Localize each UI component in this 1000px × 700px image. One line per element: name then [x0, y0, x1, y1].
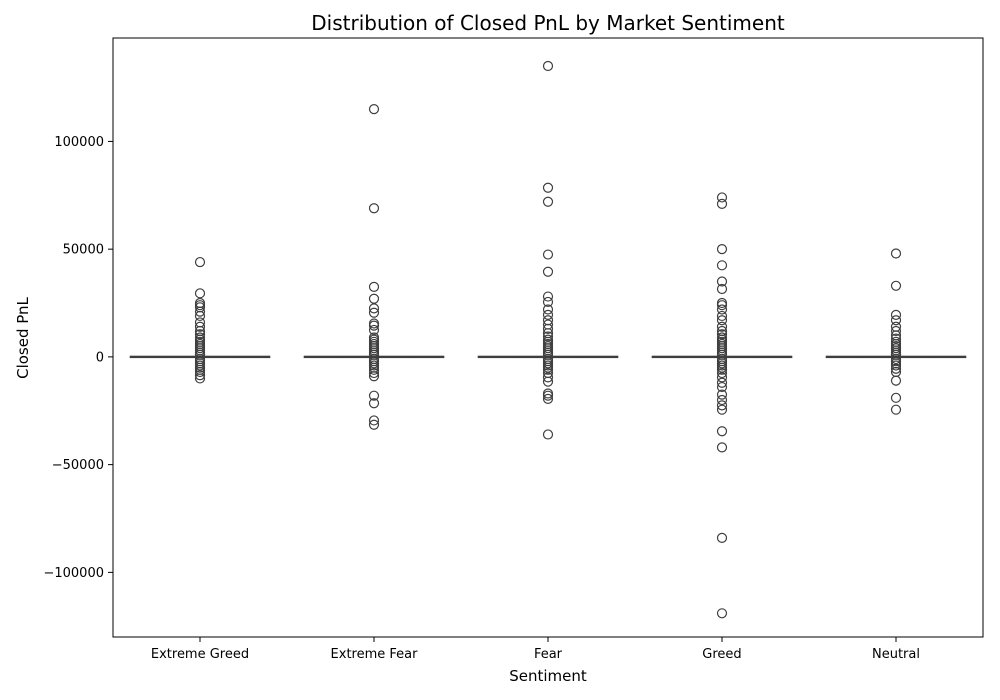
y-tick-label: 0 — [96, 350, 104, 365]
outlier-point — [194, 373, 206, 384]
outlier-point — [368, 367, 380, 379]
axes-frame — [112, 37, 984, 638]
outlier-point — [716, 304, 728, 315]
outlier-point — [368, 390, 380, 401]
outlier-point — [716, 404, 728, 415]
outlier-point — [368, 324, 380, 336]
y-tick-label: −100000 — [43, 566, 104, 581]
outlier-point — [890, 315, 902, 326]
outlier-point — [368, 415, 380, 426]
outlier-point — [194, 329, 206, 340]
outlier-point — [716, 372, 728, 383]
outlier-point — [716, 389, 728, 400]
outlier-point — [716, 329, 728, 340]
outlier-point — [716, 260, 728, 271]
outlier-point — [716, 442, 728, 453]
outlier-point — [716, 608, 728, 619]
outlier-point — [890, 333, 902, 344]
outlier-point — [194, 256, 206, 268]
outlier-point — [542, 323, 554, 334]
outlier-point — [716, 244, 728, 255]
outlier-point — [890, 325, 902, 337]
x-tick-label: Extreme Fear — [331, 647, 419, 662]
outlier-point — [194, 321, 206, 332]
outlier-point — [542, 388, 554, 399]
outlier-point — [716, 192, 728, 203]
outlier-point — [194, 288, 206, 299]
outlier-point — [890, 280, 902, 291]
outlier-point — [716, 276, 728, 287]
outlier-point — [542, 364, 554, 375]
outlier-point — [890, 360, 902, 371]
outlier-point — [716, 426, 728, 437]
outlier-point — [716, 532, 728, 543]
outlier-point — [368, 203, 380, 214]
outlier-point — [194, 366, 206, 378]
outlier-point — [716, 300, 728, 311]
x-tick-label: Extreme Greed — [151, 647, 249, 662]
outlier-point — [890, 392, 902, 403]
y-tick-label: 100000 — [54, 135, 104, 150]
outlier-point — [890, 248, 902, 259]
outlier-point — [368, 293, 380, 304]
outlier-point — [368, 364, 380, 375]
outlier-point — [890, 309, 902, 320]
x-tick-label: Neutral — [872, 647, 920, 662]
outlier-point — [368, 398, 380, 409]
plot-area: 100000 50000 0 −50000 −100000 Extreme Greed Ex… — [43, 60, 967, 662]
outlier-point — [716, 321, 728, 332]
outlier-point — [716, 310, 728, 322]
outlier-point — [890, 375, 902, 386]
outlier-point — [368, 104, 380, 115]
outlier-point — [194, 306, 206, 317]
outlier-point — [716, 377, 728, 388]
outlier-point — [542, 296, 554, 308]
outlier-point — [716, 381, 728, 393]
outlier-point — [542, 182, 554, 193]
x-tick-label: Fear — [534, 647, 563, 662]
outlier-point — [542, 393, 554, 405]
outlier-point — [542, 304, 554, 315]
outlier-point — [368, 303, 380, 314]
outlier-point — [716, 400, 728, 411]
outlier-point — [368, 419, 380, 430]
outlier-point — [542, 376, 554, 387]
outlier-point — [890, 363, 902, 374]
outlier-point — [542, 390, 554, 401]
x-axis-label: Sentiment — [509, 667, 587, 685]
x-tick-label: Greed — [702, 647, 741, 662]
outlier-point — [542, 429, 554, 440]
outlier-point — [890, 404, 902, 415]
chart-title: Distribution of Closed PnL by Market Sen… — [311, 11, 785, 35]
outlier-point — [194, 370, 206, 381]
outlier-point — [716, 394, 728, 406]
outlier-point — [542, 60, 554, 72]
outlier-point — [542, 372, 554, 383]
outlier-point — [716, 367, 728, 379]
y-axis-label: Closed PnL — [14, 296, 32, 378]
outlier-point — [542, 309, 554, 320]
outlier-point — [542, 331, 554, 342]
y-tick-label: 50000 — [63, 243, 104, 258]
outlier-point — [368, 371, 380, 382]
outlier-point — [194, 310, 206, 322]
outlier-point — [368, 320, 380, 331]
y-tick-label: −50000 — [52, 458, 104, 473]
outlier-point — [716, 283, 728, 295]
outlier-point — [368, 307, 380, 318]
outlier-point — [542, 196, 554, 207]
outlier-point — [542, 291, 554, 302]
outlier-point — [542, 249, 554, 260]
outlier-point — [716, 315, 728, 326]
outlier-point — [542, 266, 554, 277]
outlier-point — [368, 281, 380, 292]
outlier-point — [716, 198, 728, 210]
outlier-point — [716, 364, 728, 375]
